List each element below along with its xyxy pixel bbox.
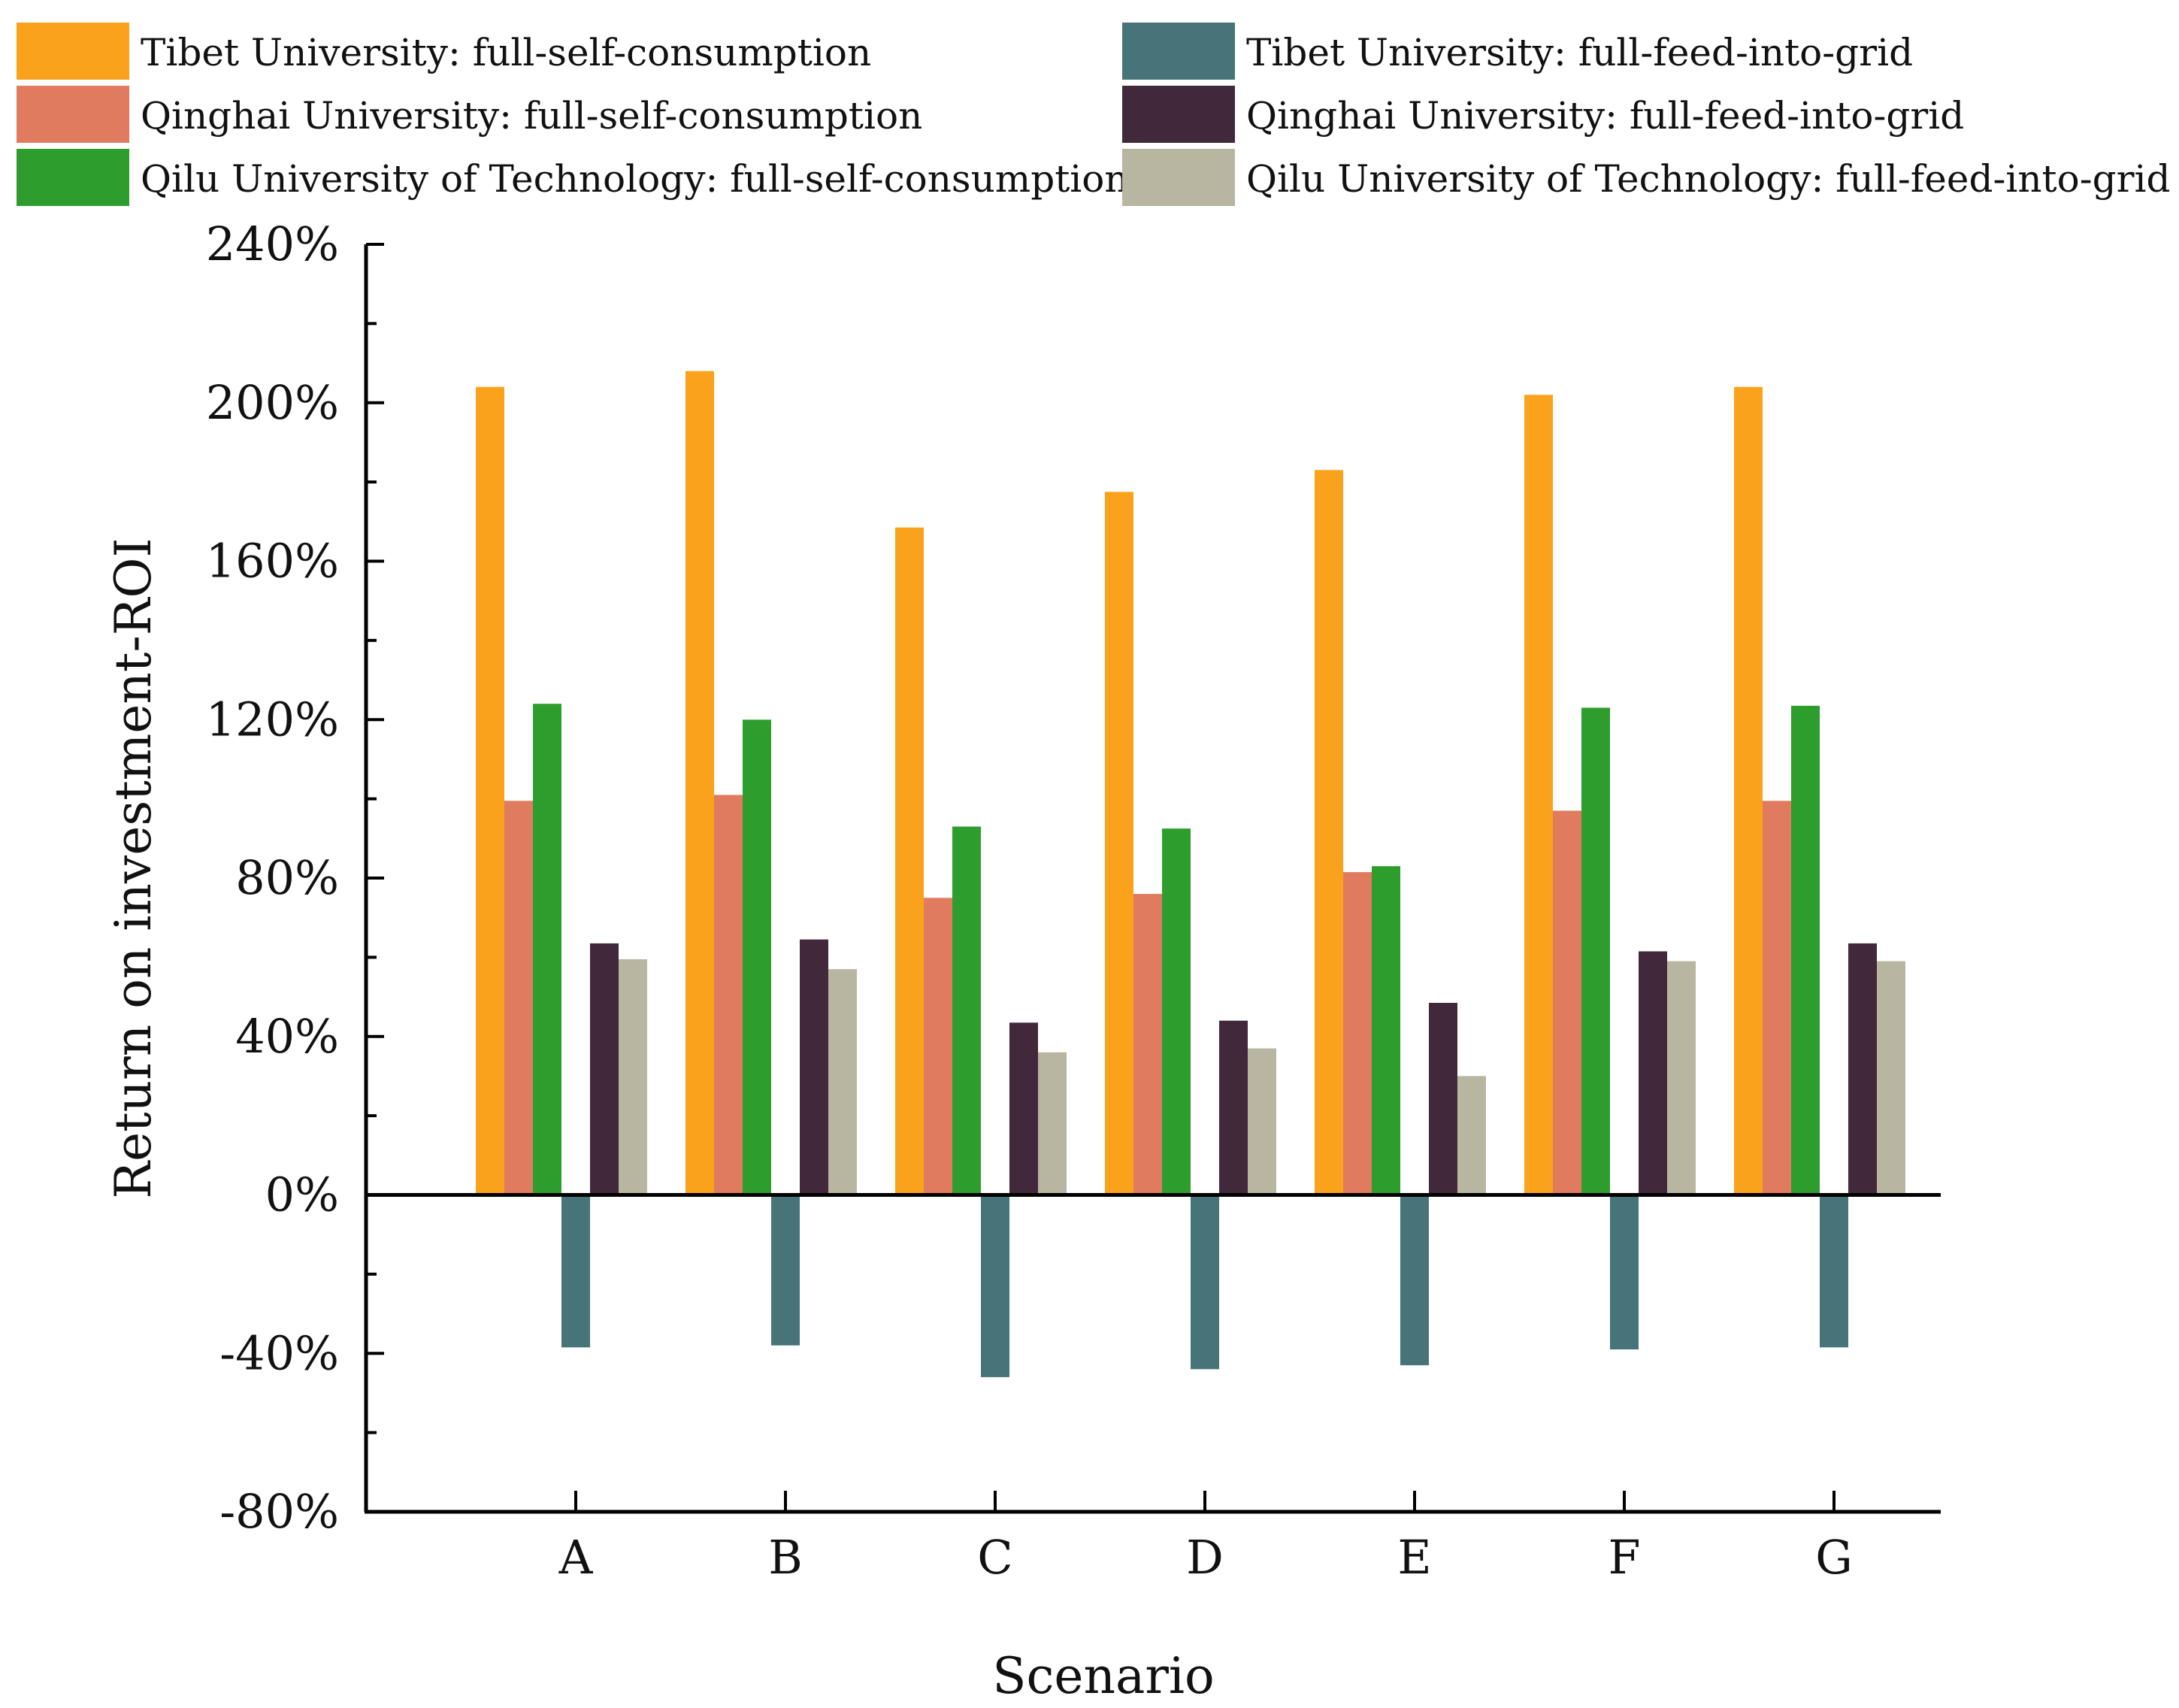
legend-item-6: Qilu University of Technology: full-feed… — [1122, 149, 2171, 206]
bar-d-series-2 — [1191, 1195, 1219, 1370]
bar-b-series-3 — [714, 795, 743, 1195]
bar-d-series-3 — [1133, 894, 1162, 1195]
bar-e-series-2 — [1400, 1195, 1429, 1366]
bar-a-series-4 — [590, 943, 619, 1195]
bar-e-series-3 — [1343, 872, 1372, 1195]
bar-b-series-5 — [743, 719, 771, 1195]
legend-label: Qinghai University: full-feed-into-grid — [1246, 94, 1964, 138]
bar-g-series-1 — [1734, 386, 1763, 1195]
legend-item-3: Qinghai University: full-self-consumptio… — [17, 86, 922, 143]
bar-e-series-6 — [1457, 1076, 1486, 1195]
legend-swatch — [17, 23, 129, 80]
bar-g-series-3 — [1763, 801, 1791, 1195]
legend-item-5: Qilu University of Technology: full-self… — [17, 149, 1129, 206]
bar-g-series-5 — [1791, 705, 1820, 1195]
legend-label: Tibet University: full-feed-into-grid — [1246, 31, 1913, 74]
bar-c-series-2 — [981, 1195, 1009, 1377]
bar-f-series-3 — [1553, 810, 1581, 1195]
bar-d-series-6 — [1248, 1048, 1276, 1195]
legend: Tibet University: full-self-consumption T… — [17, 23, 2171, 206]
legend-swatch — [1122, 23, 1235, 80]
bar-b-series-1 — [685, 371, 714, 1195]
y-tick-label: 200% — [206, 375, 339, 430]
x-tick-label-f: F — [1608, 1530, 1640, 1585]
bar-c-series-6 — [1038, 1052, 1067, 1195]
legend-label: Qilu University of Technology: full-self… — [141, 157, 1129, 201]
bar-e-series-4 — [1429, 1003, 1457, 1195]
y-tick-label: -80% — [219, 1484, 339, 1539]
legend-swatch — [17, 86, 129, 143]
bar-c-series-3 — [924, 898, 952, 1195]
x-tick-label-b: B — [768, 1530, 803, 1585]
bar-d-series-1 — [1105, 492, 1133, 1195]
bar-b-series-6 — [828, 969, 857, 1195]
x-tick-label-e: E — [1397, 1530, 1431, 1585]
bar-f-series-5 — [1581, 707, 1610, 1195]
bar-f-series-6 — [1667, 961, 1696, 1195]
x-axis-title: Scenario — [992, 1647, 1215, 1705]
y-axis-title: Return on investment-ROI — [104, 538, 162, 1198]
bar-g-series-6 — [1877, 961, 1905, 1195]
bar-g-series-2 — [1820, 1195, 1848, 1348]
legend-item-4: Qinghai University: full-feed-into-grid — [1122, 86, 1964, 143]
legend-label: Qilu University of Technology: full-feed… — [1246, 157, 2171, 201]
y-tick-label: 40% — [235, 1009, 339, 1064]
x-tick-label-a: A — [558, 1530, 594, 1585]
legend-item-1: Tibet University: full-self-consumption — [17, 23, 871, 80]
bar-a-series-5 — [533, 704, 561, 1195]
y-tick-label: 160% — [206, 534, 339, 589]
bar-c-series-5 — [952, 826, 981, 1195]
x-tick-label-c: C — [977, 1530, 1012, 1585]
bar-c-series-4 — [1009, 1022, 1038, 1195]
legend-label: Qinghai University: full-self-consumptio… — [141, 94, 922, 138]
y-tick-label: 240% — [206, 217, 339, 271]
bar-c-series-1 — [895, 527, 924, 1195]
x-tick-label-g: G — [1815, 1530, 1853, 1585]
bar-a-series-1 — [476, 386, 504, 1195]
bar-e-series-1 — [1315, 470, 1343, 1195]
legend-swatch — [1122, 149, 1235, 206]
bar-b-series-2 — [771, 1195, 800, 1346]
legend-item-2: Tibet University: full-feed-into-grid — [1122, 23, 1913, 80]
bar-f-series-2 — [1610, 1195, 1639, 1349]
y-tick-label: 120% — [206, 692, 339, 746]
y-tick-label: 80% — [235, 850, 339, 905]
legend-swatch — [1122, 86, 1235, 143]
axes: -80% -40% 0% 40% 80% 120% 160% 200% 240% A B C D E F G — [206, 217, 1941, 1585]
bar-b-series-4 — [800, 939, 828, 1195]
bar-f-series-1 — [1524, 395, 1553, 1195]
bars — [476, 371, 1905, 1377]
bar-a-series-3 — [504, 801, 533, 1195]
bar-a-series-2 — [561, 1195, 590, 1348]
x-tick-label-d: D — [1186, 1530, 1224, 1585]
legend-label: Tibet University: full-self-consumption — [141, 31, 871, 74]
bar-g-series-4 — [1848, 943, 1877, 1195]
bar-d-series-5 — [1162, 828, 1191, 1195]
bar-a-series-6 — [619, 959, 647, 1195]
bar-e-series-5 — [1372, 866, 1400, 1195]
bar-f-series-4 — [1639, 951, 1667, 1195]
legend-swatch — [17, 149, 129, 206]
y-tick-label: -40% — [219, 1325, 339, 1380]
bar-d-series-4 — [1219, 1020, 1248, 1195]
y-tick-label: 0% — [265, 1167, 339, 1222]
